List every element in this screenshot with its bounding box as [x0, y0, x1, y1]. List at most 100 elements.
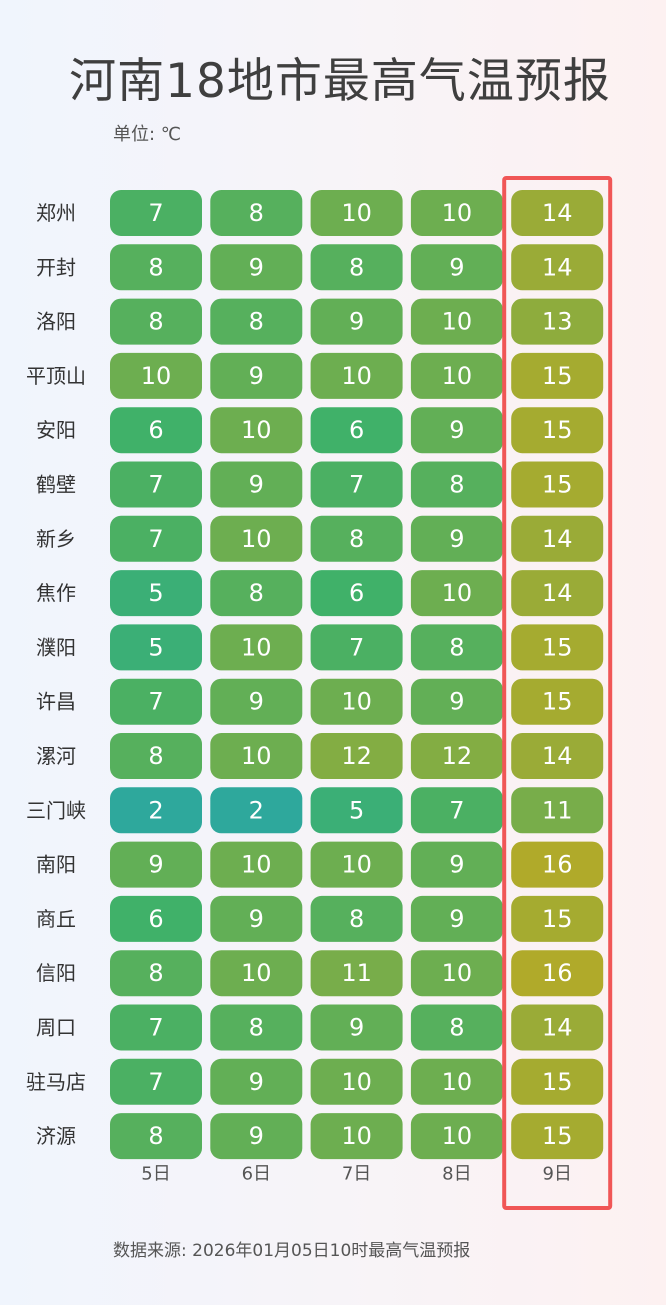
cell-value-label: 8: [449, 1014, 464, 1042]
cell-value-label: 6: [349, 416, 364, 444]
cell-value-label: 14: [542, 742, 573, 770]
cell-value-label: 10: [141, 362, 172, 390]
city-label: 驻马店: [26, 1070, 86, 1094]
city-label: 郑州: [36, 201, 76, 225]
date-label: 8日: [442, 1163, 471, 1184]
heatmap-cell: [310, 298, 403, 345]
cell-value-label: 10: [442, 1068, 473, 1096]
cell-value-label: 8: [249, 1014, 264, 1042]
city-label: 许昌: [36, 690, 76, 714]
heatmap-cell: [110, 1113, 202, 1160]
cell-value-label: 9: [249, 688, 264, 716]
city-label: 焦作: [36, 581, 76, 605]
city-label: 鹤壁: [36, 473, 76, 497]
heatmap-cell: [310, 950, 403, 997]
city-label: 周口: [36, 1016, 76, 1040]
heatmap-cell: [110, 515, 202, 562]
heatmap-cell: [511, 678, 604, 725]
date-label: 6日: [242, 1163, 271, 1184]
cell-value-label: 9: [249, 905, 264, 933]
cell-value-label: 13: [542, 308, 573, 336]
cell-value-label: 8: [349, 253, 364, 281]
cell-value-label: 7: [449, 796, 464, 824]
date-label: 5日: [141, 1163, 170, 1184]
heatmap-cell: [511, 895, 604, 942]
temperature-heatmap: 7 8 10 10 14 8 9 8 9 14 8 8 9 10 13 10 9 10 10 15 6 10 6 9 15 7 9 7…: [26, 176, 613, 1210]
heatmap-cell: [310, 515, 403, 562]
cell-value-label: 10: [241, 959, 272, 987]
cell-value-label: 9: [449, 851, 464, 879]
heatmap-cell: [210, 841, 303, 888]
cell-value-label: 15: [542, 362, 573, 390]
cell-value-label: 12: [442, 742, 473, 770]
cell-value-label: 15: [542, 471, 573, 499]
cell-value-label: 8: [349, 905, 364, 933]
date-label: 9日: [542, 1163, 571, 1184]
heatmap-cell: [110, 678, 202, 725]
heatmap-cell: [210, 733, 303, 779]
cell-value-label: 9: [249, 1068, 264, 1096]
cell-value-label: 10: [341, 199, 372, 227]
cell-value-label: 6: [148, 905, 163, 933]
city-label: 安阳: [36, 418, 76, 442]
heatmap-cell: [310, 1058, 403, 1105]
heatmap-cell: [310, 570, 403, 617]
heatmap-cell: [511, 515, 604, 562]
cell-value-label: 10: [241, 525, 272, 553]
heatmap-cell: [210, 570, 303, 617]
heatmap-cell: [410, 1004, 503, 1051]
heatmap-cell: [511, 1113, 604, 1160]
cell-value-label: 10: [341, 362, 372, 390]
heatmap-cell: [410, 1058, 503, 1105]
heatmap-cell: [310, 352, 403, 399]
cell-value-label: 15: [542, 688, 573, 716]
heatmap-cell: [110, 733, 202, 779]
heatmap-cell: [110, 298, 202, 345]
cell-value-label: 5: [148, 633, 163, 661]
cell-value-label: 8: [249, 579, 264, 607]
cell-value-label: 9: [449, 688, 464, 716]
cell-value-label: 7: [148, 1068, 163, 1096]
heatmap-cell: [410, 678, 503, 725]
cell-value-label: 16: [542, 851, 573, 879]
unit-label: 单位: ℃: [113, 124, 182, 145]
cell-value-label: 10: [442, 959, 473, 987]
heatmap-cell: [310, 841, 403, 888]
heatmap-cell: [210, 678, 303, 725]
cell-value-label: 9: [449, 905, 464, 933]
heatmap-cell: [410, 352, 503, 399]
cell-value-label: 12: [341, 742, 372, 770]
cell-value-label: 10: [241, 742, 272, 770]
page-title: 河南18地市最高气温预报: [69, 54, 611, 109]
heatmap-cell: [511, 787, 604, 834]
heatmap-cell: [310, 407, 403, 454]
heatmap-cell: [410, 787, 503, 834]
heatmap-cell: [410, 190, 503, 236]
heatmap-cell: [210, 1004, 303, 1051]
cell-value-label: 8: [449, 471, 464, 499]
cell-value-label: 8: [349, 525, 364, 553]
cell-value-label: 8: [249, 199, 264, 227]
heatmap-cell: [110, 407, 202, 454]
heatmap-cell: [210, 1113, 303, 1160]
heatmap-cell: [110, 244, 202, 291]
heatmap-cell: [310, 895, 403, 942]
cell-value-label: 8: [148, 742, 163, 770]
heatmap-cell: [210, 407, 303, 454]
heatmap-cell: [410, 895, 503, 942]
cell-value-label: 7: [349, 633, 364, 661]
cell-value-label: 15: [542, 416, 573, 444]
heatmap-cell: [310, 461, 403, 508]
cell-value-label: 9: [349, 308, 364, 336]
cell-value-label: 10: [341, 1068, 372, 1096]
heatmap-cell: [110, 1058, 202, 1105]
heatmap-cell: [410, 407, 503, 454]
heatmap-cell: [210, 352, 303, 399]
cell-value-label: 10: [442, 362, 473, 390]
heatmap-cell: [511, 733, 604, 779]
heatmap-cell: [511, 570, 604, 617]
heatmap-cell: [310, 624, 403, 671]
city-label: 三门峡: [26, 798, 86, 822]
heatmap-cell: [511, 461, 604, 508]
